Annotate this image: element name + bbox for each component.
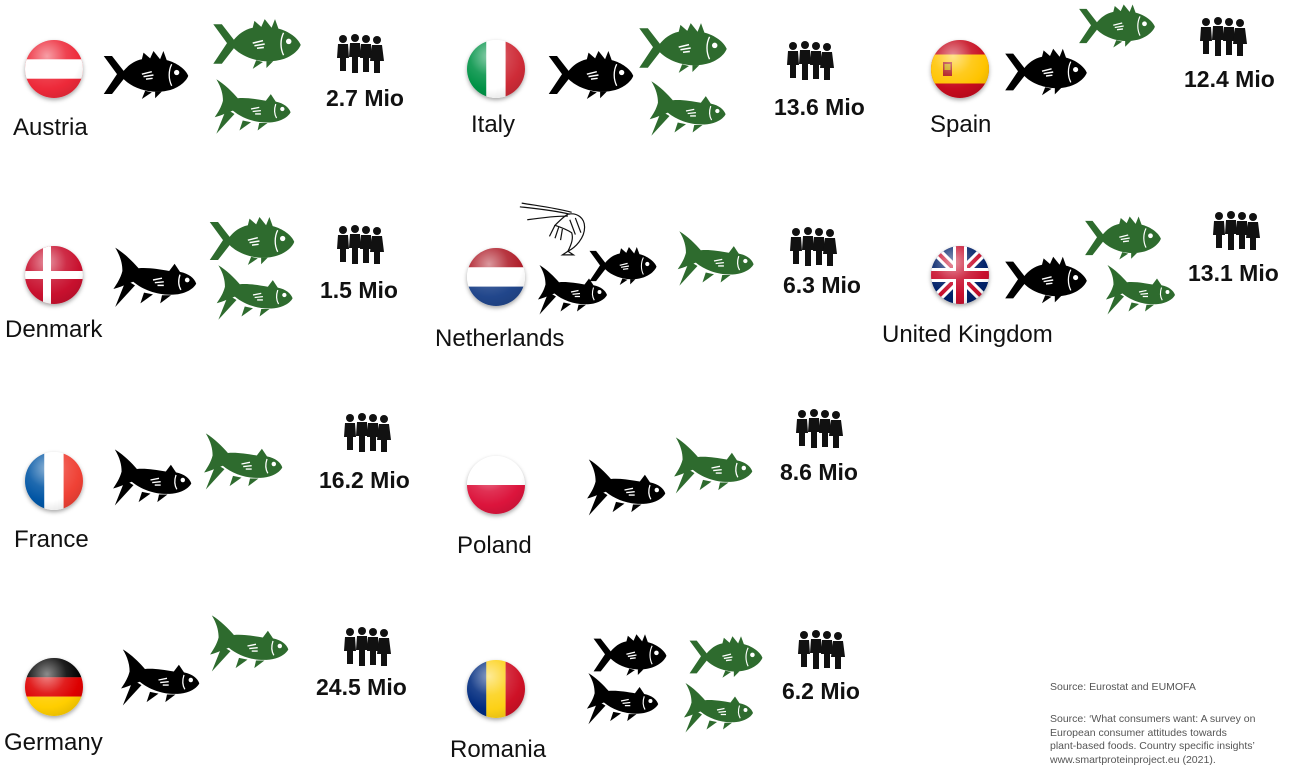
flag-icon (25, 246, 83, 304)
source-line: plant-based foods. Country specific insi… (1050, 740, 1255, 752)
population-value: 16.2 Mio (319, 467, 410, 493)
population-value: 1.5 Mio (320, 277, 398, 303)
salmon-icon (640, 78, 732, 144)
salmon-icon (577, 456, 672, 524)
salmon-icon (676, 680, 758, 740)
country-name: Denmark (5, 316, 103, 343)
flag-icon (467, 248, 525, 306)
country-name: United Kingdom (882, 321, 1053, 348)
flag-icon (25, 40, 83, 98)
flag-icon (467, 660, 525, 718)
people-icon (1198, 16, 1248, 58)
flag-icon (25, 452, 83, 510)
people-icon (1211, 210, 1261, 252)
salmon-icon (668, 228, 760, 294)
salmon-icon (194, 430, 289, 498)
source-line: Source: ‘What consumers want: A survey o… (1050, 713, 1256, 725)
fish-icon (1070, 0, 1164, 52)
salmon-icon (103, 244, 203, 316)
salmon-icon (111, 646, 206, 714)
population-value: 6.3 Mio (783, 272, 861, 298)
people-icon (785, 40, 835, 82)
salmon-icon (103, 446, 198, 514)
salmon-icon (205, 76, 297, 142)
fish-icon (1076, 212, 1170, 264)
fish-icon (678, 632, 774, 682)
flag-icon (931, 246, 989, 304)
people-icon (335, 33, 385, 75)
population-value: 8.6 Mio (780, 459, 858, 485)
fish-icon (92, 46, 200, 104)
salmon-icon (664, 434, 759, 502)
people-icon (788, 226, 838, 268)
population-value: 13.6 Mio (774, 94, 865, 120)
population-value: 2.7 Mio (326, 85, 404, 111)
population-value: 12.4 Mio (1184, 66, 1275, 92)
people-icon (335, 224, 385, 266)
fish-icon (996, 44, 1096, 100)
country-name: Austria (13, 114, 88, 141)
country-name: France (14, 526, 89, 553)
fish-icon (203, 14, 311, 74)
salmon-icon (530, 262, 612, 322)
salmon-icon (1098, 262, 1180, 322)
population-value: 24.5 Mio (316, 674, 407, 700)
country-name: Poland (457, 532, 532, 559)
shrimp-icon (518, 200, 592, 258)
flag-icon (467, 456, 525, 514)
country-name: Spain (930, 111, 992, 138)
source-survey: Source: ‘What consumers want: A survey o… (1050, 713, 1302, 767)
flag-icon (25, 658, 83, 716)
people-icon (342, 626, 392, 668)
salmon-icon (207, 262, 299, 328)
source-eurostat: Source: Eurostat and EUMOFA (1050, 681, 1196, 693)
fish-icon (629, 18, 737, 78)
population-value: 6.2 Mio (782, 678, 860, 704)
country-name: Italy (471, 111, 516, 138)
country-name: Netherlands (435, 325, 565, 352)
country-name: Germany (4, 729, 103, 756)
salmon-icon (200, 612, 295, 680)
flag-icon (931, 40, 989, 98)
people-icon (796, 629, 846, 671)
source-line: European consumer attitudes towards (1050, 726, 1227, 739)
country-name: Romania (450, 736, 547, 763)
people-icon (794, 408, 844, 450)
flag-icon (467, 40, 525, 98)
salmon-icon (578, 670, 664, 732)
people-icon (342, 412, 392, 454)
population-value: 13.1 Mio (1188, 260, 1279, 286)
source-line: www.smartproteinproject.eu (2021). (1050, 753, 1216, 766)
